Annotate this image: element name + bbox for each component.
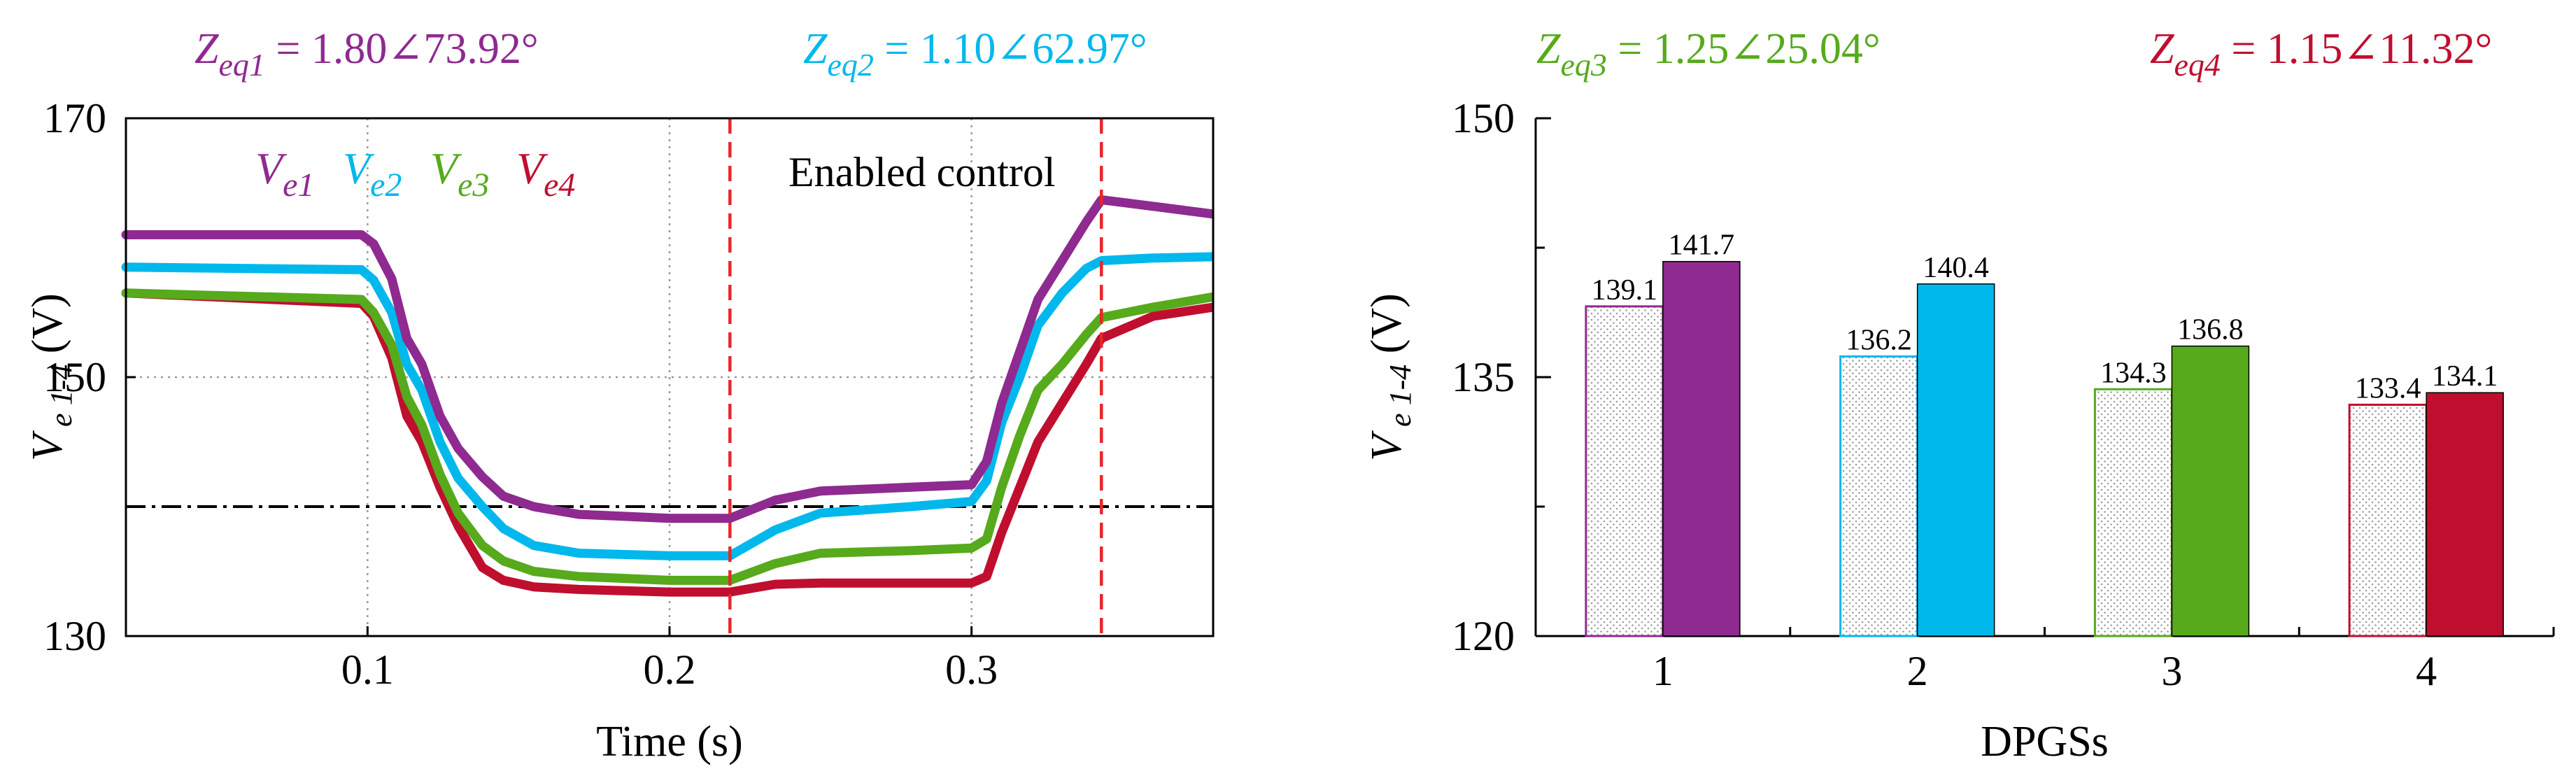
bar-value-label-3-2: 136.8	[2177, 314, 2244, 346]
bar-before-2	[1839, 355, 1919, 637]
impedance-prefix-3: Z	[1536, 25, 1561, 73]
enabled-control-label: Enabled control	[788, 149, 1056, 195]
impedance-prefix-1: Z	[194, 25, 219, 73]
bar-y-tick-label-2: 150	[1452, 95, 1515, 141]
x-tick-label-2: 0.3	[945, 647, 998, 693]
y-axis-label: V e 1-4 (V)	[24, 293, 78, 461]
bar-y-axis-label-unit: (V)	[1363, 293, 1410, 365]
bar-after-3	[2171, 345, 2250, 637]
impedance-title-4: Zeq4 = 1.15∠11.32°	[2150, 25, 2492, 83]
x-axis-label: Time (s)	[596, 718, 743, 766]
legend-base-2: V	[343, 143, 375, 193]
y-axis-label-base: V	[24, 430, 71, 461]
impedance-sub-4: eq4	[2174, 47, 2220, 83]
bar-before-3	[2093, 388, 2173, 637]
bar-category-label-2: 2	[1907, 648, 1928, 694]
impedance-sub-1: eq1	[218, 47, 264, 83]
bar-value-label-4-1: 133.4	[2355, 372, 2421, 404]
legend-sub-4: e4	[544, 167, 575, 204]
impedance-sub-2: eq2	[827, 47, 873, 83]
legend-series-3: Ve3	[430, 143, 489, 204]
impedance-value-3: = 1.25∠25.04°	[1607, 25, 1881, 73]
bar-after-1	[1662, 260, 1741, 637]
bar-y-tick-label-0: 120	[1452, 613, 1515, 659]
impedance-prefix-2: Z	[803, 25, 828, 73]
bar-x-axis-label: DPGSs	[1981, 718, 2109, 766]
legend-series-1: Ve1	[255, 143, 314, 204]
series-line-4	[121, 288, 1213, 597]
legend-sub-2: e2	[370, 167, 402, 204]
x-tick-label-0: 0.1	[341, 647, 394, 693]
impedance-prefix-4: Z	[2150, 25, 2174, 73]
bar-y-axis-label-base: V	[1363, 430, 1410, 461]
bar-chart: 120 135 150 1 2 3 4 139.1 141.7 136.2 140.4 134.3 13…	[1363, 25, 2555, 766]
legend-series-2: Ve2	[343, 143, 402, 204]
bar-value-label-4-2: 134.1	[2432, 360, 2498, 393]
bar-y-axis-label-sub: e 1-4	[1383, 365, 1417, 435]
legend-sub-1: e1	[283, 167, 314, 204]
bar-value-label-1-2: 141.7	[1669, 230, 1735, 262]
impedance-value-2: = 1.10∠62.97°	[874, 25, 1147, 73]
bar-y-tick-label-1: 135	[1452, 354, 1515, 400]
bar-before-4	[2348, 403, 2428, 637]
y-tick-label-2: 170	[43, 95, 106, 141]
bar-value-label-2-1: 136.2	[1846, 324, 1912, 356]
y-axis-label-unit: (V)	[24, 293, 71, 365]
bar-y-axis-label: V e 1-4 (V)	[1363, 293, 1417, 461]
series-line-1	[121, 195, 1213, 523]
legend-series-4: Ve4	[516, 143, 575, 204]
bar-value-label-1-1: 139.1	[1592, 274, 1658, 306]
impedance-title-2: Zeq2 = 1.10∠62.97°	[803, 25, 1147, 83]
impedance-title-3: Zeq3 = 1.25∠25.04°	[1536, 25, 1881, 83]
impedance-value-1: = 1.80∠73.92°	[265, 25, 539, 73]
bar-category-label-1: 1	[1653, 648, 1673, 694]
impedance-value-4: = 1.15∠11.32°	[2221, 25, 2492, 73]
y-axis-label-sub: e 1-4	[44, 365, 78, 435]
bar-after-4	[2426, 392, 2504, 637]
bar-value-label-3-1: 134.3	[2100, 357, 2167, 389]
impedance-title-1: Zeq1 = 1.80∠73.92°	[194, 25, 539, 83]
legend-base-3: V	[430, 143, 462, 193]
bar-category-label-3: 3	[2161, 648, 2182, 694]
legend-base-1: V	[255, 143, 288, 193]
y-tick-label-0: 130	[43, 613, 106, 659]
y-tick-label-1: 150	[43, 354, 106, 400]
bar-value-label-2-2: 140.4	[1923, 252, 1989, 284]
impedance-sub-3: eq3	[1560, 47, 1606, 83]
bar-before-1	[1585, 305, 1664, 637]
x-tick-label-1: 0.2	[644, 647, 696, 693]
legend-base-4: V	[516, 143, 549, 193]
legend-sub-3: e3	[458, 167, 489, 204]
bar-category-label-4: 4	[2416, 648, 2437, 694]
bar-after-2	[1916, 283, 1995, 637]
